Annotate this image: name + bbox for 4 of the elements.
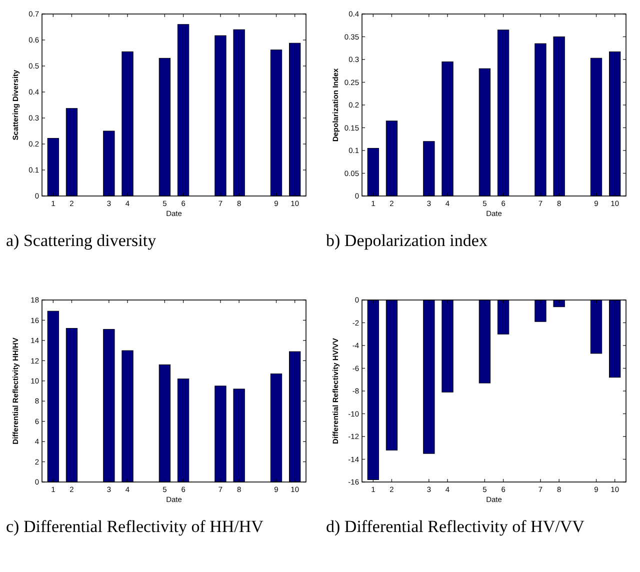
text: d) Differential Reflectivity of HV/VV: [326, 517, 586, 536]
text: a) Scattering diversity: [6, 231, 157, 250]
text: b) Depolarization index: [326, 231, 488, 250]
text: c) Differential Reflectivity of HH/HV: [6, 517, 264, 536]
